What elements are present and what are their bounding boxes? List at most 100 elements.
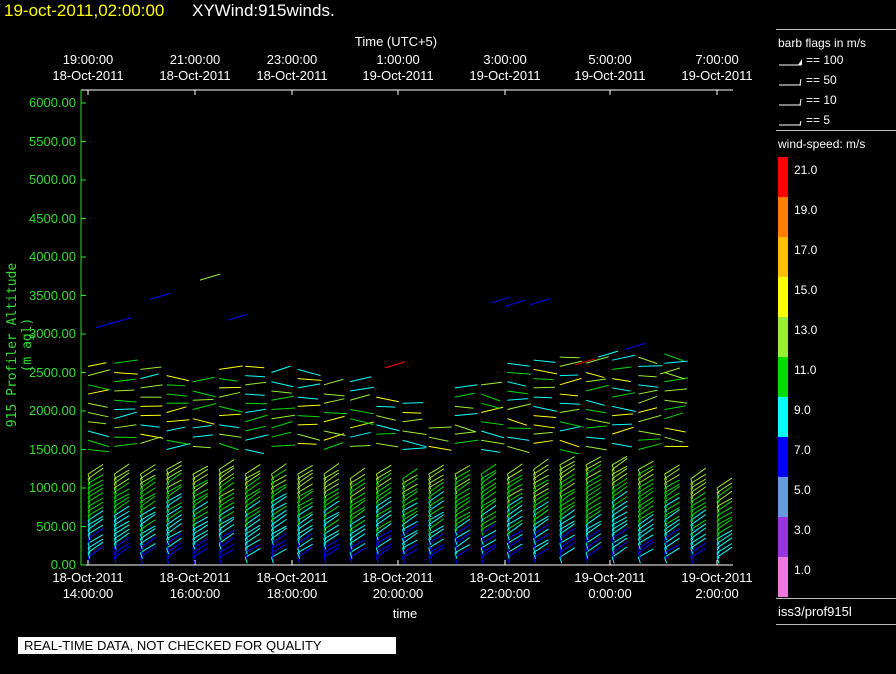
wind-barb (192, 533, 209, 544)
wind-barb-flag (297, 497, 301, 504)
wind-barb (428, 525, 444, 535)
wind-barb (109, 317, 131, 325)
wind-barb-flag (218, 529, 222, 536)
wind-barb-flag (506, 510, 510, 518)
wind-barb (559, 468, 576, 480)
wind-barb-flag (454, 501, 458, 509)
wind-barb (611, 465, 628, 475)
wind-barb (349, 482, 366, 494)
wind-barb (664, 547, 680, 558)
wind-barb (716, 518, 733, 530)
wind-barb-flag (375, 497, 379, 504)
wind-barb (533, 479, 549, 489)
wind-barb (507, 515, 523, 526)
y-axis-tick-label: 4000.00 (29, 249, 76, 264)
wind-barb-flag (585, 557, 589, 564)
wind-barb-flag (428, 557, 432, 564)
wind-barb (454, 518, 471, 530)
wind-barb (533, 482, 549, 494)
wind-barb-flag (454, 557, 458, 564)
wind-barb (192, 376, 215, 383)
wind-barb (218, 537, 235, 549)
wind-barb (140, 519, 156, 530)
wind-barb (480, 472, 497, 484)
wind-barb-flag (166, 547, 170, 555)
barb-legend-tick (799, 98, 802, 106)
wind-barb (533, 515, 549, 526)
wind-barb (690, 527, 707, 540)
wind-barb-flag (428, 501, 432, 509)
wind-barb-flag (611, 487, 615, 495)
wind-barb (489, 296, 511, 304)
wind-barb (428, 538, 444, 549)
top-axis-tick-label: 7:00:00 19-Oct-2011 (681, 52, 753, 83)
wind-barb-flag (559, 506, 563, 513)
wind-barb (87, 449, 110, 453)
wind-barb (454, 392, 475, 398)
wind-barb-flag (585, 538, 589, 545)
wind-barb (297, 513, 313, 526)
wind-barb (454, 500, 471, 512)
wind-barb (611, 537, 628, 549)
wind-barb (218, 424, 240, 429)
wind-barb (166, 384, 185, 387)
y-axis-tick-label: 500.00 (36, 518, 76, 534)
wind-barb-flag (244, 543, 248, 550)
wind-barb (585, 408, 607, 414)
wind-barb (428, 474, 444, 484)
wind-barb (166, 502, 182, 512)
wind-barb (612, 423, 633, 426)
y-axis-tick-label: 4500.00 (29, 210, 76, 226)
wind-barb (271, 544, 287, 554)
wind-barb (297, 442, 317, 445)
wind-barb (114, 378, 136, 383)
wind-barb (402, 539, 418, 549)
wind-barb-flag (533, 501, 537, 509)
barb-legend-entry: == 50 (806, 73, 837, 87)
wind-barb (507, 398, 529, 401)
wind-barb-flag (664, 557, 668, 564)
wind-barb-flag (664, 478, 668, 485)
wind-barb-flag (244, 547, 248, 555)
wind-barb-flag (375, 520, 379, 527)
wind-barb (87, 384, 111, 391)
wind-barb-flag (218, 547, 222, 555)
wind-barb-flag (611, 538, 615, 545)
wind-barb (113, 478, 130, 489)
wind-barb-flag (297, 547, 301, 555)
wind-barb (140, 384, 163, 389)
wind-barb-flag (192, 547, 196, 555)
wind-barb-flag (349, 538, 353, 545)
wind-barb (376, 487, 392, 498)
wind-barb (271, 444, 296, 447)
wind-barb (297, 490, 313, 503)
wind-barb-flag (690, 552, 694, 559)
wind-barb-flag (454, 534, 458, 541)
wind-barb-flag (454, 483, 458, 490)
wind-barb (585, 529, 602, 540)
wind-barb (402, 439, 427, 448)
wind-barb-flag (192, 506, 196, 513)
wind-barb (297, 433, 321, 441)
wind-barb (559, 402, 581, 405)
wind-barb (297, 383, 321, 389)
wind-barb-flag (323, 478, 327, 485)
wind-barb-flag (611, 501, 615, 509)
wind-barb-flag (664, 506, 668, 513)
wind-barb (428, 496, 444, 507)
wind-barb (507, 372, 532, 375)
wind-barb-flag (637, 492, 641, 499)
wind-barb-flag (192, 557, 196, 564)
wind-barb (349, 519, 366, 531)
wind-barb-flag (428, 497, 432, 504)
wind-barb-flag (454, 497, 458, 504)
wind-barb-flag (716, 515, 720, 522)
wind-barb-flag (716, 529, 720, 536)
wind-barb (323, 430, 346, 437)
wind-barb (245, 434, 269, 441)
wind-barb (611, 481, 628, 494)
wind-barb-flag (297, 543, 301, 550)
wind-barb (166, 460, 182, 470)
wind-barb (87, 524, 104, 535)
wind-barb (87, 492, 104, 503)
